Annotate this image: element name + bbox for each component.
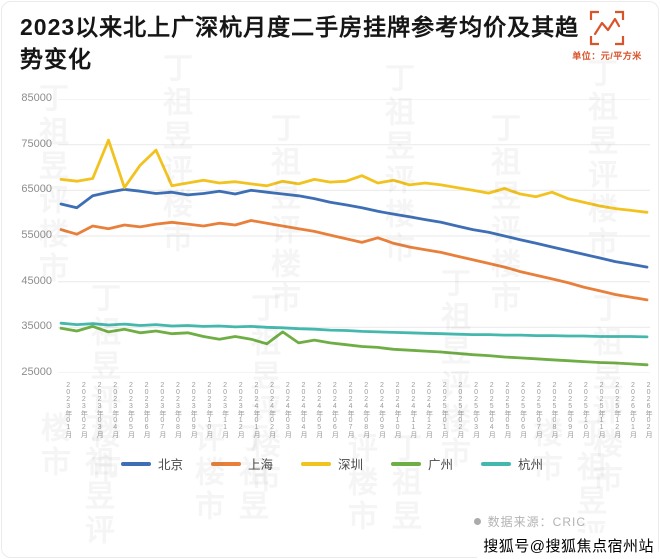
x-axis-labels: 2023年01月 2023年02月 2023年03月 2023年04月 2023年05月… — [56, 379, 652, 441]
x-tick-label: 2026年02月 — [645, 382, 653, 438]
legend-swatch-icon — [300, 461, 331, 466]
y-tick-label: 75000 — [21, 137, 52, 150]
x-tick-label: 2023年04月 — [111, 382, 119, 438]
x-tick-label: 2025年03月 — [472, 382, 480, 438]
x-tick-label: 2023年05月 — [127, 382, 135, 438]
x-tick-label: 2023年06月 — [143, 382, 151, 438]
x-tick-label: 2025年05月 — [503, 382, 511, 438]
legend-label: 广州 — [428, 458, 454, 472]
legend-label: 北京 — [157, 458, 183, 472]
legend-label: 上海 — [247, 458, 273, 472]
x-tick-label: 2023年03月 — [96, 382, 104, 438]
x-tick-label: 2023年12月 — [237, 382, 245, 438]
legend-item: 杭州 — [481, 454, 543, 473]
x-tick-label: 2023年09月 — [190, 382, 198, 438]
x-tick-label: 2025年06月 — [519, 382, 527, 438]
sohu-badge: 搜狐号@搜狐焦点宿州站 — [477, 533, 658, 559]
x-tick-label: 2024年12月 — [425, 382, 433, 438]
series-line-0 — [59, 188, 649, 269]
x-tick-label: 2023年07月 — [158, 382, 166, 438]
unit-label: 单位：元/平方米 — [572, 51, 642, 61]
series-line-2 — [59, 138, 649, 214]
trend-line-icon — [568, 10, 646, 46]
x-tick-label: 2024年06月 — [331, 382, 339, 438]
header-corner: 单位：元/平方米 — [568, 10, 646, 62]
x-tick-label: 2023年02月 — [80, 382, 88, 438]
x-tick-label: 2023年01月 — [64, 382, 72, 438]
x-tick-label: 2024年01月 — [252, 382, 260, 438]
y-tick-label: 25000 — [21, 366, 52, 378]
source-label: 数据来源：CRIC — [487, 515, 586, 529]
x-tick-label: 2024年05月 — [315, 382, 323, 438]
series-line-3 — [59, 324, 649, 367]
x-tick-label: 2024年07月 — [347, 382, 355, 438]
x-tick-label: 2025年10月 — [582, 382, 590, 438]
x-tick-label: 2024年03月 — [284, 382, 292, 438]
line-chart-plot — [58, 99, 650, 373]
y-tick-label: 65000 — [21, 183, 52, 196]
series-line-4 — [59, 321, 649, 339]
x-tick-label: 2025年02月 — [456, 382, 464, 438]
watermark-text: 丁祖昱评楼市 — [190, 422, 267, 524]
x-tick-label: 2025年09月 — [566, 382, 574, 438]
page-title: 2023以来北上广深杭月度二手房挂牌参考均价及其趋势变化 — [20, 14, 580, 72]
legend-swatch-icon — [120, 461, 151, 466]
x-tick-label: 2023年08月 — [174, 382, 182, 438]
y-tick-label: 55000 — [21, 229, 52, 241]
x-tick-label: 2025年04月 — [488, 382, 496, 438]
x-tick-label: 2024年08月 — [362, 382, 370, 438]
x-tick-label: 2025年11月 — [598, 382, 606, 438]
x-tick-label: 2024年10月 — [394, 382, 402, 438]
y-tick-label: 45000 — [21, 274, 52, 287]
legend-swatch-icon — [210, 461, 241, 466]
legend-item: 北京 — [120, 454, 183, 473]
x-tick-label: 2024年09月 — [378, 382, 386, 438]
y-tick-label: 35000 — [21, 320, 52, 333]
x-tick-label: 2025年12月 — [613, 382, 621, 438]
x-tick-label: 2024年11月 — [409, 382, 417, 438]
x-tick-label: 2025年01月 — [441, 382, 449, 438]
legend-label: 杭州 — [518, 458, 544, 472]
y-tick-label: 85000 — [21, 92, 52, 104]
legend-swatch-icon — [481, 461, 512, 466]
watermark-text: 丁祖昱评楼市 — [343, 432, 420, 534]
legend-label: 深圳 — [337, 458, 363, 472]
legend-item: 深圳 — [300, 454, 363, 473]
legend-item: 广州 — [391, 454, 453, 473]
x-tick-label: 2024年02月 — [268, 382, 276, 438]
data-source: 数据来源：CRIC — [473, 513, 586, 530]
x-tick-label: 2023年11月 — [221, 382, 229, 438]
x-tick-label: 2025年08月 — [551, 382, 558, 438]
chart-legend: 北京 上海 深圳 广州 杭州 — [2, 454, 658, 473]
x-tick-label: 2023年10月 — [205, 382, 213, 438]
bullet-icon — [473, 518, 481, 525]
x-tick-label: 2026年01月 — [629, 382, 637, 438]
legend-item: 上海 — [210, 454, 273, 473]
legend-swatch-icon — [391, 461, 421, 466]
series-line-1 — [59, 219, 649, 302]
x-tick-label: 2025年07月 — [535, 382, 543, 438]
x-tick-label: 2024年04月 — [300, 382, 307, 438]
